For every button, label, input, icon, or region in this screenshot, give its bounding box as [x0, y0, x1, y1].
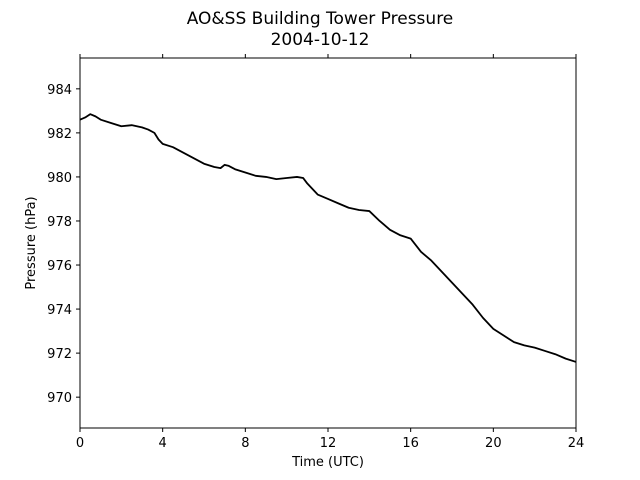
- x-tick-label: 16: [402, 436, 419, 451]
- y-tick-label: 970: [47, 391, 72, 406]
- chart-title: AO&SS Building Tower Pressure: [187, 9, 454, 29]
- x-axis-label: Time (UTC): [291, 455, 364, 470]
- x-tick-label: 8: [241, 436, 249, 451]
- pressure-series-line: [79, 113, 577, 363]
- y-tick-label: 976: [47, 259, 72, 274]
- x-tick-label: 12: [320, 436, 337, 451]
- y-tick-label: 974: [47, 303, 72, 318]
- x-tick-label: 4: [159, 436, 167, 451]
- y-tick-label: 978: [47, 215, 72, 230]
- y-tick-label: 984: [47, 83, 72, 98]
- x-axis-ticks: 0 4 8 12 16 20 24: [76, 54, 584, 451]
- y-tick-label: 980: [47, 171, 72, 186]
- y-axis-label: Pressure (hPa): [24, 196, 39, 289]
- y-axis-ticks: 970 972 974 976 978 980 982 984: [47, 83, 80, 406]
- plot-frame: [79, 57, 577, 429]
- x-tick-label: 0: [76, 436, 84, 451]
- x-tick-label: 24: [568, 436, 585, 451]
- x-tick-label: 20: [485, 436, 502, 451]
- y-tick-label: 982: [47, 127, 72, 142]
- chart-subtitle: 2004-10-12: [271, 30, 370, 50]
- plot-area: [80, 58, 576, 428]
- y-tick-label: 972: [47, 347, 72, 362]
